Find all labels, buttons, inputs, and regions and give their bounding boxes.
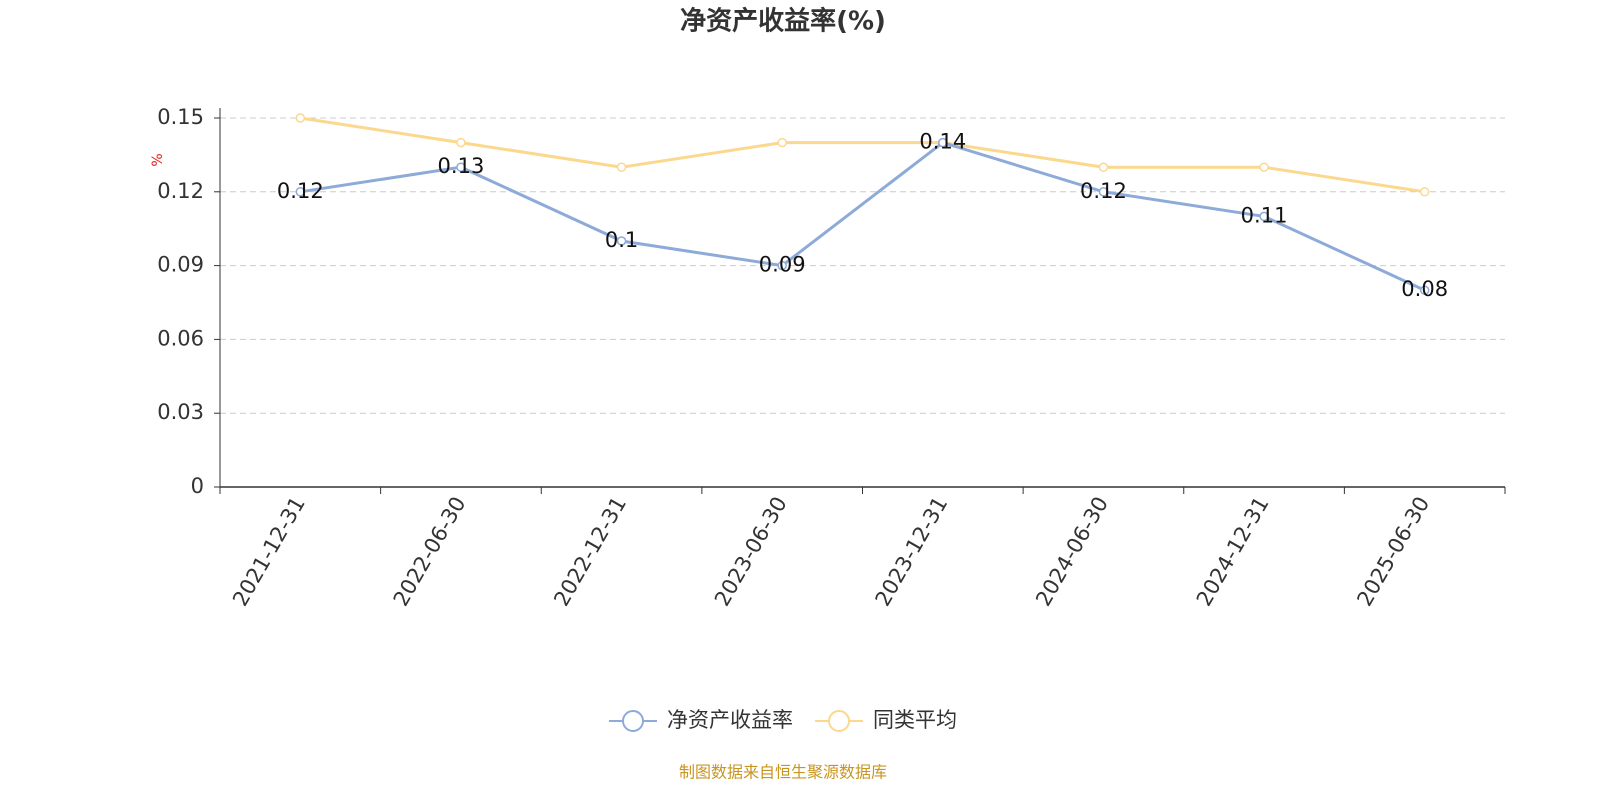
x-tick-label: 2022-06-30 bbox=[389, 493, 471, 611]
x-tick-label: 2025-06-30 bbox=[1352, 493, 1434, 611]
data-label: 0.09 bbox=[759, 253, 806, 277]
chart-title: 净资产收益率(%) bbox=[680, 6, 886, 37]
point bbox=[616, 236, 627, 246]
point bbox=[1098, 162, 1109, 172]
point bbox=[1098, 187, 1109, 197]
point bbox=[1419, 187, 1430, 197]
point bbox=[456, 162, 466, 172]
legend-marker bbox=[622, 710, 644, 732]
x-tick-label: 2024-12-31 bbox=[1192, 493, 1274, 611]
y-tick-label: 0.09 bbox=[157, 253, 204, 277]
y-tick-label: 0.15 bbox=[157, 105, 204, 129]
data-label: 0.1 bbox=[605, 228, 638, 252]
x-tick-label: 2024-06-30 bbox=[1031, 493, 1113, 611]
legend: 净资产收益率 同类平均 bbox=[609, 708, 957, 732]
point bbox=[295, 113, 306, 123]
data-label: 0.13 bbox=[438, 154, 485, 178]
source-note: 制图数据来自恒生聚源数据库 bbox=[679, 763, 887, 782]
y-tick-label: 0.03 bbox=[157, 400, 204, 424]
point bbox=[295, 187, 306, 197]
legend-marker bbox=[828, 710, 850, 732]
point bbox=[777, 260, 787, 271]
point bbox=[1259, 211, 1269, 222]
legend-label: 同类平均 bbox=[873, 708, 957, 732]
data-label: 0.12 bbox=[277, 179, 324, 203]
point bbox=[777, 137, 787, 148]
x-tick-label: 2021-12-31 bbox=[228, 493, 310, 611]
data-label: 0.08 bbox=[1401, 277, 1448, 301]
x-tick-label: 2022-12-31 bbox=[549, 493, 631, 611]
point bbox=[1419, 285, 1430, 295]
legend-label: 净资产收益率 bbox=[667, 708, 793, 732]
y-tick-label: 0.06 bbox=[157, 326, 204, 350]
point bbox=[1259, 162, 1269, 172]
y-axis-label: % bbox=[150, 153, 166, 166]
point bbox=[456, 137, 466, 148]
series-line bbox=[300, 140, 1426, 292]
x-tick-label: 2023-12-31 bbox=[871, 493, 953, 611]
point bbox=[938, 137, 948, 148]
data-label: 0.11 bbox=[1241, 203, 1288, 227]
series-line bbox=[300, 116, 1425, 194]
point bbox=[616, 162, 627, 172]
x-tick-label: 2023-06-30 bbox=[710, 493, 792, 611]
y-tick-label: 0.12 bbox=[157, 179, 204, 203]
y-tick-label: 0 bbox=[191, 474, 204, 498]
data-label: 0.12 bbox=[1080, 179, 1127, 203]
data-label: 0.14 bbox=[919, 130, 966, 154]
